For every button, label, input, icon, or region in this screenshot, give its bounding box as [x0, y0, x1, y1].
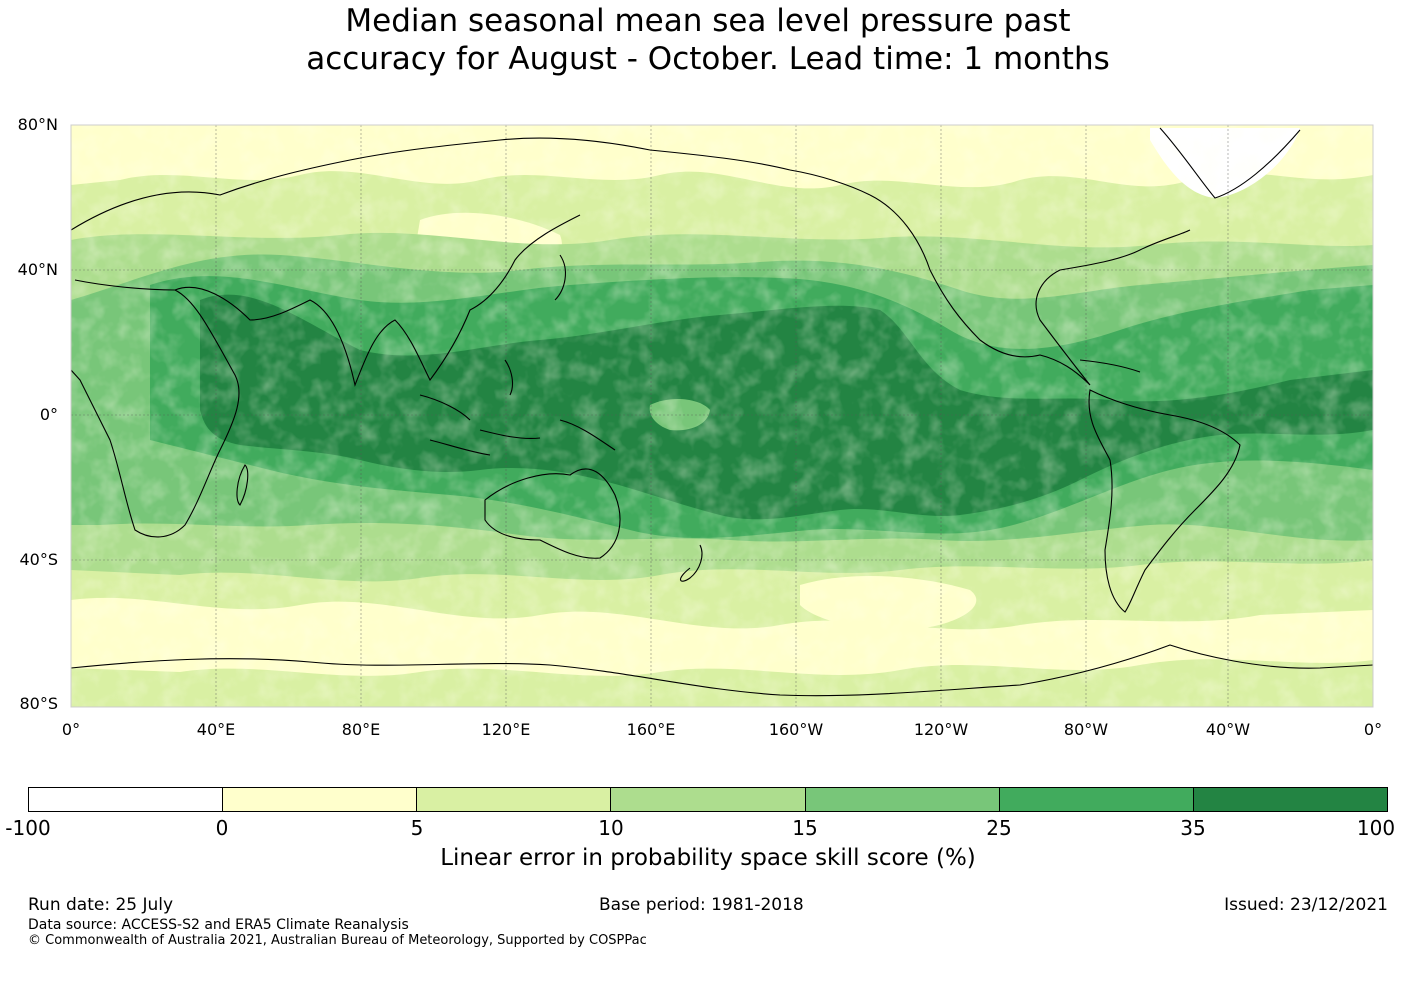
map-title: Median seasonal mean sea level pressure …: [0, 2, 1416, 78]
colorbar-segment-5-10: [417, 788, 612, 811]
colorbar-tick: 5: [410, 816, 424, 840]
colorbar-segment-25-35: [999, 788, 1194, 811]
copyright: © Commonwealth of Australia 2021, Austra…: [28, 933, 647, 948]
colorbar-tick: 10: [598, 816, 624, 840]
lon-label-120w: 120°W: [913, 720, 969, 739]
issued-date: Issued: 23/12/2021: [1224, 895, 1388, 915]
colorbar-tick: -100: [5, 816, 51, 840]
colorbar-tick: 0: [215, 816, 229, 840]
colorbar-segment-35-100: [1193, 788, 1387, 811]
graticule: [71, 125, 1373, 707]
map-frame: [70, 124, 1374, 708]
colorbar-segment-10-15: [611, 788, 806, 811]
colorbar-tick: 15: [792, 816, 818, 840]
lon-label-120e: 120°E: [481, 720, 531, 739]
colorbar-segment-neg: [29, 788, 224, 811]
lon-label-0-west: 0°: [61, 720, 81, 739]
lon-label-40w: 40°W: [1205, 720, 1251, 739]
colorbar-tick: 100: [1356, 816, 1396, 840]
coastlines: [71, 127, 1373, 697]
lon-label-160e: 160°E: [626, 720, 676, 739]
lat-label-80n: 80°N: [17, 115, 58, 134]
colorbar-tick: 25: [986, 816, 1012, 840]
lon-label-160w: 160°W: [768, 720, 824, 739]
colorbar-segment-0-5: [223, 788, 418, 811]
lat-label-40s: 40°S: [19, 550, 58, 569]
lon-label-80e: 80°E: [341, 720, 381, 739]
skill-score-map: [70, 124, 1374, 708]
title-line-1: Median seasonal mean sea level pressure …: [345, 3, 1071, 39]
lat-label-40n: 40°N: [17, 260, 58, 279]
lat-label-0: 0°: [39, 405, 58, 424]
colorbar-tick: 35: [1180, 816, 1206, 840]
lon-label-0-east: 0°: [1363, 720, 1383, 739]
colorbar-segment-15-25: [805, 788, 1000, 811]
colorbar-label: Linear error in probability space skill …: [440, 845, 976, 871]
base-period: Base period: 1981-2018: [599, 895, 804, 915]
data-source: Data source: ACCESS-S2 and ERA5 Climate …: [28, 917, 409, 933]
run-date: Run date: 25 July: [28, 895, 174, 915]
colorbar: [28, 787, 1388, 812]
lon-label-40e: 40°E: [196, 720, 236, 739]
lat-label-80s: 80°S: [19, 694, 58, 713]
title-line-2: accuracy for August - October. Lead time…: [306, 41, 1110, 77]
lon-label-80w: 80°W: [1063, 720, 1109, 739]
